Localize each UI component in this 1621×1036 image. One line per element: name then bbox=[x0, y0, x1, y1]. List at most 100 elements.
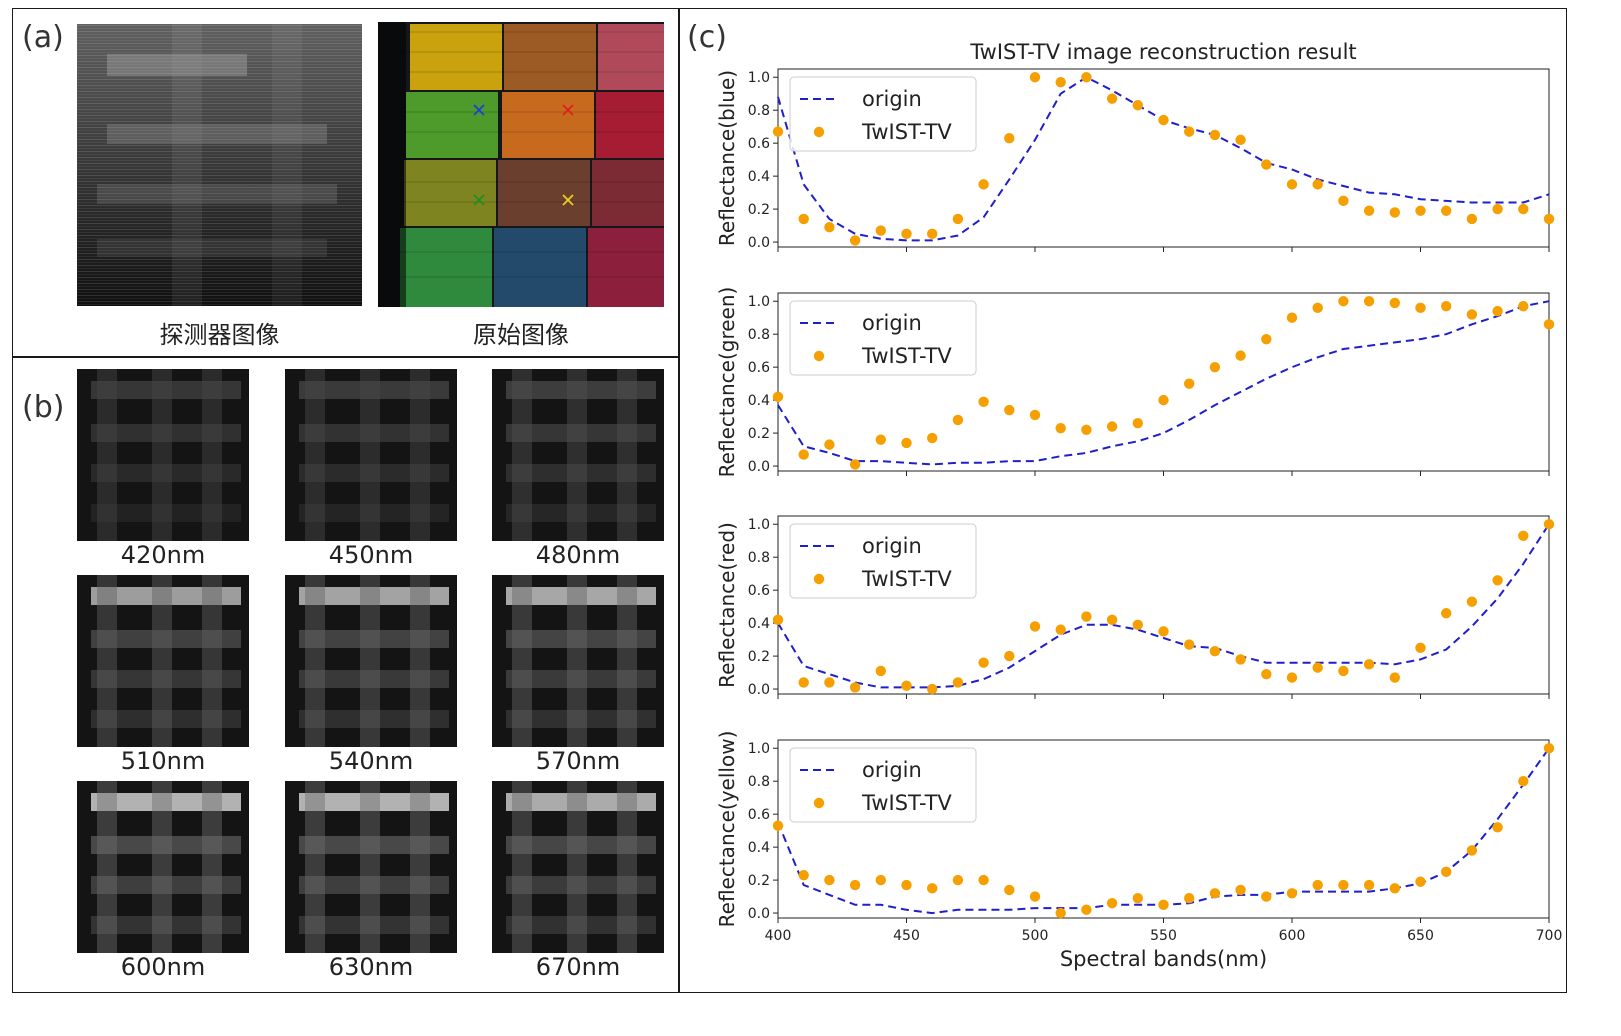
data-point-twist-tv bbox=[875, 665, 886, 677]
band-image bbox=[77, 781, 249, 953]
legend-label-origin: origin bbox=[862, 87, 922, 111]
y-tick-label: 0.8 bbox=[748, 327, 770, 343]
legend-swatch-twist-tv bbox=[813, 350, 825, 362]
original-image-caption: 原始图像 bbox=[473, 321, 569, 349]
y-tick-label: 0.4 bbox=[748, 169, 770, 185]
legend-box bbox=[789, 747, 977, 823]
data-point-twist-tv bbox=[1415, 642, 1426, 654]
data-point-twist-tv bbox=[1492, 575, 1503, 586]
x-tick-label: 650 bbox=[1407, 928, 1434, 944]
legend-swatch-twist-tv bbox=[813, 573, 825, 585]
data-point-twist-tv bbox=[1415, 205, 1426, 216]
data-point-twist-tv bbox=[952, 213, 964, 225]
y-tick-label: 1.0 bbox=[748, 294, 770, 310]
data-point-twist-tv bbox=[1106, 93, 1118, 104]
band-caption: 420nm bbox=[120, 541, 206, 569]
data-point-twist-tv bbox=[772, 614, 784, 626]
data-point-twist-tv bbox=[1158, 626, 1169, 637]
data-point-twist-tv bbox=[1518, 530, 1529, 541]
y-axis-label: Reflectance(green) bbox=[715, 287, 739, 478]
y-tick-label: 0.6 bbox=[748, 583, 770, 599]
band-image bbox=[492, 781, 664, 953]
data-point-twist-tv bbox=[1415, 302, 1426, 314]
data-point-twist-tv bbox=[952, 677, 964, 688]
data-point-twist-tv bbox=[772, 391, 784, 403]
data-point-twist-tv bbox=[1363, 205, 1375, 216]
data-point-twist-tv bbox=[1132, 100, 1143, 111]
data-point-twist-tv bbox=[1312, 179, 1323, 190]
legend-label-twist-tv: TwIST-TV bbox=[861, 120, 952, 144]
detector-image-caption: 探测器图像 bbox=[159, 321, 280, 349]
data-point-twist-tv bbox=[1158, 394, 1169, 406]
legend-label-twist-tv: TwIST-TV bbox=[861, 344, 952, 368]
legend-label-twist-tv: TwIST-TV bbox=[861, 567, 952, 591]
y-tick-label: 0.4 bbox=[748, 393, 770, 409]
y-axis-label: Reflectance(yellow) bbox=[715, 731, 739, 928]
y-tick-label: 0.6 bbox=[748, 807, 770, 823]
data-point-twist-tv bbox=[1106, 421, 1118, 432]
y-tick-label: 0.2 bbox=[748, 426, 770, 442]
data-point-twist-tv bbox=[1004, 404, 1015, 416]
legend-swatch-twist-tv bbox=[813, 126, 825, 138]
legend-label-origin: origin bbox=[862, 311, 922, 335]
panel-c-label: (c) bbox=[687, 20, 727, 55]
x-tick-label: 400 bbox=[765, 928, 792, 944]
y-axis-label: Reflectance(red) bbox=[715, 522, 739, 688]
data-point-twist-tv bbox=[824, 677, 835, 688]
x-tick-label: 600 bbox=[1279, 928, 1306, 944]
band-caption: 570nm bbox=[535, 747, 621, 775]
data-point-twist-tv bbox=[1286, 312, 1298, 323]
data-point-twist-tv bbox=[1235, 134, 1246, 146]
data-point-twist-tv bbox=[927, 883, 938, 894]
data-point-twist-tv bbox=[1209, 361, 1221, 373]
data-point-twist-tv bbox=[1338, 879, 1349, 891]
data-point-twist-tv bbox=[1363, 659, 1375, 670]
data-point-twist-tv bbox=[1081, 611, 1092, 622]
y-tick-label: 0.8 bbox=[748, 103, 770, 119]
data-point-twist-tv bbox=[1466, 596, 1478, 607]
panel-b-label: (b) bbox=[22, 390, 65, 425]
y-tick-label: 0.0 bbox=[748, 906, 770, 922]
y-tick-label: 0.2 bbox=[748, 649, 770, 665]
data-point-twist-tv bbox=[1338, 296, 1349, 307]
data-point-twist-tv bbox=[772, 126, 784, 137]
data-point-twist-tv bbox=[1466, 213, 1478, 225]
data-point-twist-tv bbox=[1081, 904, 1092, 915]
legend-box bbox=[789, 523, 977, 599]
original-image bbox=[378, 22, 664, 307]
data-point-twist-tv bbox=[798, 213, 809, 225]
data-point-twist-tv bbox=[1184, 378, 1195, 389]
band-image bbox=[285, 575, 457, 747]
data-point-twist-tv bbox=[1518, 300, 1529, 312]
data-point-twist-tv bbox=[1466, 309, 1478, 320]
y-tick-label: 1.0 bbox=[748, 70, 770, 86]
data-point-twist-tv bbox=[927, 432, 938, 444]
y-tick-label: 0.6 bbox=[748, 136, 770, 152]
data-point-twist-tv bbox=[824, 874, 835, 886]
band-image bbox=[492, 575, 664, 747]
original-image-graphic bbox=[378, 22, 664, 307]
data-point-twist-tv bbox=[1106, 614, 1118, 626]
y-tick-label: 0.4 bbox=[748, 616, 770, 632]
data-point-twist-tv bbox=[1286, 179, 1298, 190]
data-point-twist-tv bbox=[875, 225, 886, 236]
data-point-twist-tv bbox=[1209, 888, 1221, 899]
x-tick-label: 500 bbox=[1022, 928, 1049, 944]
y-axis-label: Reflectance(blue) bbox=[715, 70, 739, 246]
yellow-marker bbox=[562, 194, 574, 206]
band-caption: 630nm bbox=[328, 953, 414, 981]
band-caption: 450nm bbox=[328, 541, 414, 569]
data-point-twist-tv bbox=[1209, 129, 1221, 141]
data-point-twist-tv bbox=[824, 439, 835, 450]
data-point-twist-tv bbox=[1132, 619, 1143, 630]
y-tick-label: 0.2 bbox=[748, 202, 770, 218]
y-tick-label: 0.0 bbox=[748, 235, 770, 251]
data-point-twist-tv bbox=[927, 228, 938, 240]
data-point-twist-tv bbox=[1209, 645, 1221, 657]
x-tick-label: 700 bbox=[1536, 928, 1563, 944]
band-caption: 670nm bbox=[535, 953, 621, 981]
data-point-twist-tv bbox=[875, 874, 886, 886]
data-point-twist-tv bbox=[978, 396, 989, 407]
chart-title: TwIST-TV image reconstruction result bbox=[969, 40, 1356, 64]
data-point-twist-tv bbox=[1081, 72, 1092, 83]
